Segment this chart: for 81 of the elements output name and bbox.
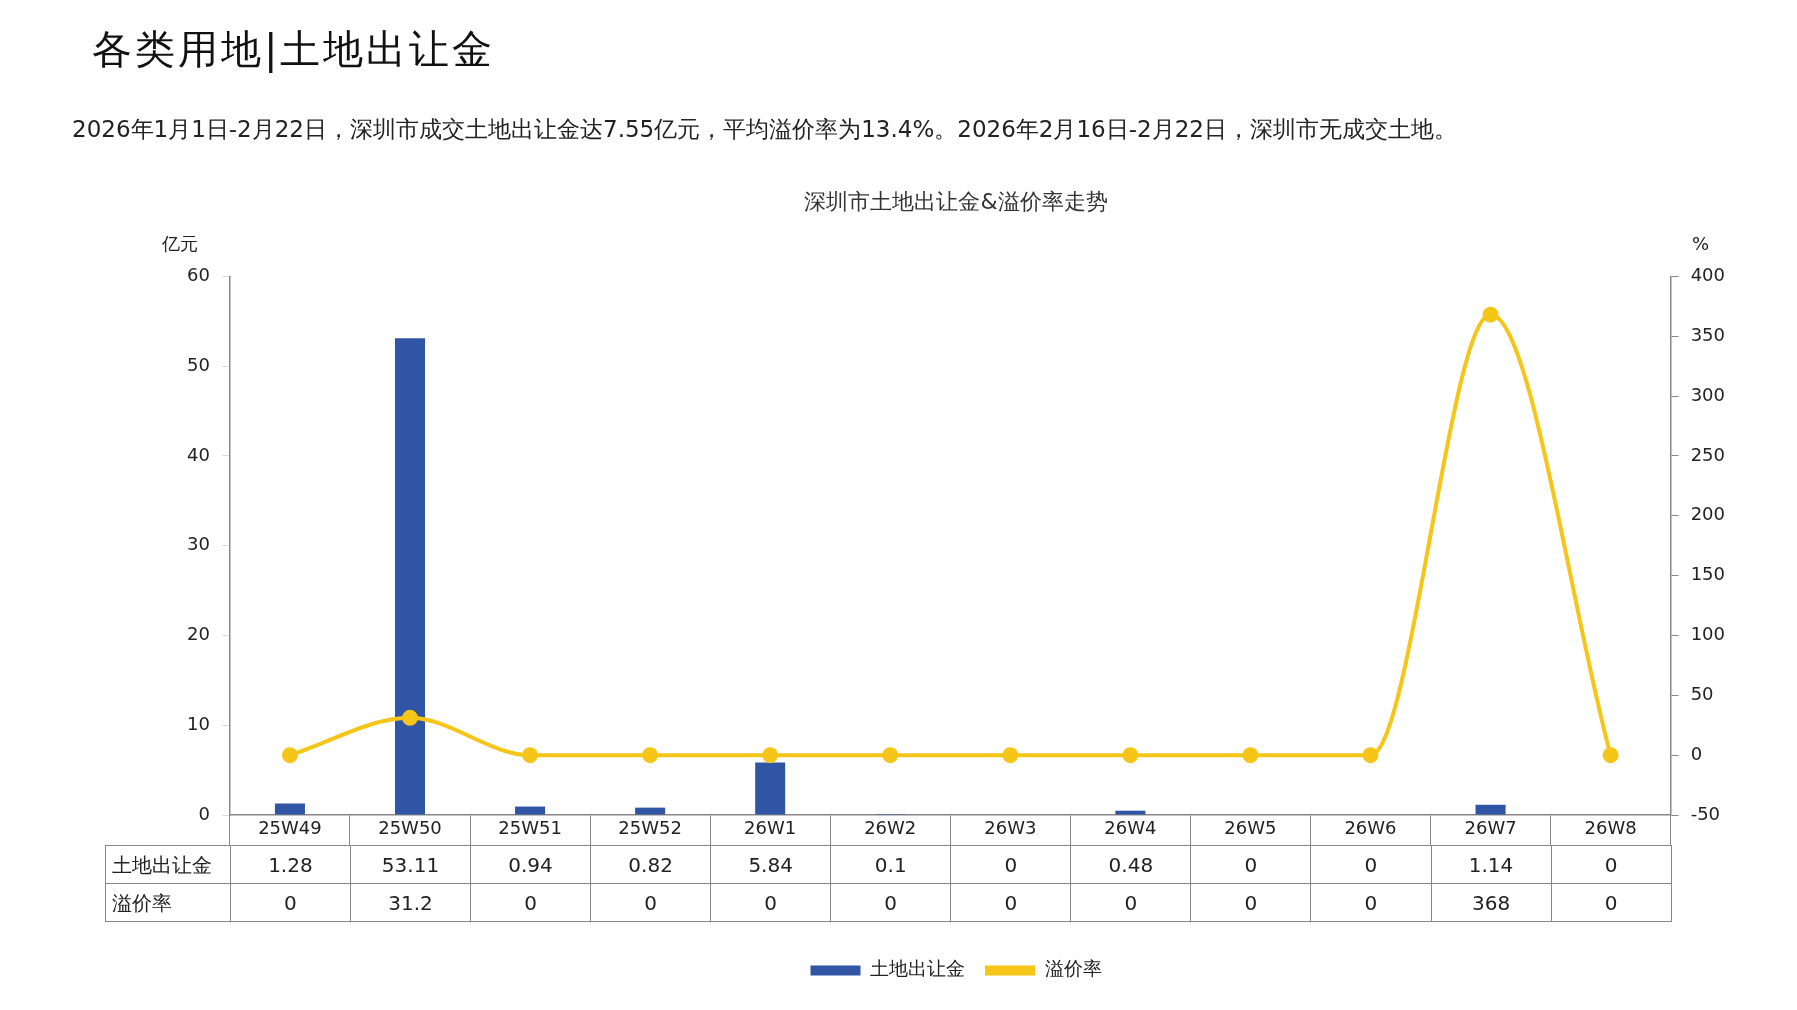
y2-tick-label: 200 [1690,503,1725,525]
point [281,747,298,764]
y-tick-label: 40 [187,443,210,465]
bar [1475,804,1506,815]
y2-axis-title: % [1692,233,1710,255]
data-label: 1.28 [229,845,351,884]
bar [394,338,425,815]
bar [755,762,786,815]
point [1602,747,1619,764]
data-label: 0 [950,883,1072,922]
x-tick-label: 26W4 [1104,817,1157,839]
y-tick-label: 50 [187,353,210,375]
data-label: 0.48 [1070,845,1192,884]
point [402,709,418,726]
point [1242,747,1259,764]
y-tick-label: 0 [198,802,210,824]
data-label: 0 [710,883,832,922]
data-label: 0 [830,883,952,922]
text: 溢价率 [111,891,172,915]
data-label: 31.2 [349,883,471,922]
x-tick-label: 26W6 [1344,817,1397,839]
y-tick-label: 30 [187,533,210,555]
x-tick-label: 26W1 [744,817,797,839]
y2-tick-label: -50 [1690,802,1721,824]
data-label: 53.11 [349,845,471,884]
data-label: 0 [229,883,351,922]
y-axis-title: 亿元 [160,233,198,255]
data-label: 0.82 [590,845,712,884]
point [882,747,899,764]
bar [274,803,305,815]
data-label: 0 [1310,883,1432,922]
data-label: 0.1 [830,845,952,884]
chart-title: 深圳市土地出让金&溢价率走势 [804,188,1108,214]
data-label: 5.84 [710,845,832,884]
point [642,747,659,764]
x-tick-label: 25W51 [498,817,562,839]
point [1122,747,1139,764]
data-label: 0.94 [470,845,592,884]
data-label: 0 [1550,845,1672,884]
point [762,747,779,764]
y2-tick-label: 150 [1690,563,1725,585]
legend-label: 土地出让金 [870,957,965,980]
x-tick-label: 26W8 [1584,817,1637,839]
text: 土地出让金 [111,853,212,877]
data-label: 0 [950,845,1072,884]
point [1362,747,1379,764]
data-label: 0 [470,883,592,922]
data-label: 0 [1550,883,1672,922]
y2-tick-label: 250 [1690,443,1725,465]
y-tick-label: 20 [187,623,210,645]
data-label: 0 [1310,845,1432,884]
data-label: 0 [1070,883,1192,922]
y2-tick-label: 400 [1690,264,1725,286]
chart-subtitle: 2026年1月1日-2月22日，深圳市成交土地出让金达7.55亿元，平均溢价率为13.4%。2026年2月16日-2月22日，深圳市无成交土地。 [72,115,1457,144]
x-tick-label: 25W52 [618,817,682,839]
data-label: 0 [590,883,712,922]
bar [515,806,546,815]
data-label: 0 [1190,845,1312,884]
y-tick-label: 60 [187,264,210,286]
y2-tick-label: 100 [1690,623,1725,645]
y2-tick-label: 300 [1690,383,1725,405]
x-tick-label: 26W2 [864,817,917,839]
bar [1115,810,1146,815]
text: 各类用地|土地出让金 [92,25,496,75]
point [522,747,539,764]
y2-tick-label: 50 [1690,682,1714,704]
x-tick-label: 26W3 [984,817,1037,839]
bar [635,807,666,815]
legend-label: 溢价率 [1044,957,1102,980]
data-label: 1.14 [1430,845,1552,884]
point [1482,306,1499,323]
point [1002,747,1019,764]
data-label: 0 [1190,883,1312,922]
data-label: 368 [1430,883,1552,922]
x-tick-label: 26W5 [1224,817,1277,839]
y-tick-label: 10 [187,712,210,734]
y2-tick-label: 350 [1690,323,1725,345]
x-tick-label: 26W7 [1464,817,1517,839]
x-tick-label: 25W49 [258,817,322,839]
y2-tick-label: 0 [1690,742,1703,764]
x-tick-label: 25W50 [378,817,442,839]
